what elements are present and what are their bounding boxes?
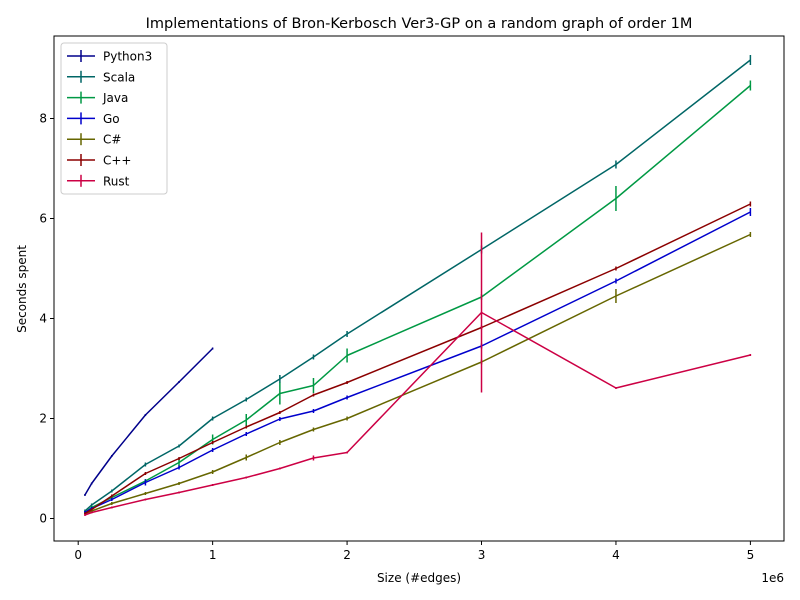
x-tick-label: 2 xyxy=(343,548,351,562)
x-tick-label: 5 xyxy=(747,548,755,562)
y-tick-label: 8 xyxy=(39,112,47,126)
legend-entry-java: Java xyxy=(67,91,128,105)
legend-label: Java xyxy=(102,91,128,105)
legend-label: Go xyxy=(103,112,120,126)
x-axis-label: Size (#edges) xyxy=(377,571,461,585)
series-line-python3 xyxy=(84,347,214,496)
x-tick-label: 0 xyxy=(74,548,82,562)
legend-entry-python3: Python3 xyxy=(67,50,152,64)
legend-label: C# xyxy=(103,133,121,147)
series-line-cplusplus xyxy=(84,203,751,515)
x-tick-label: 1 xyxy=(209,548,217,562)
series-java xyxy=(84,80,752,514)
y-tick-label: 4 xyxy=(39,312,47,326)
plot-area xyxy=(53,35,785,542)
series-rust xyxy=(84,232,752,516)
legend: Python3 Scala Java Go C# C++ Rust xyxy=(60,42,168,195)
x-tick-label: 4 xyxy=(612,548,620,562)
y-axis-label: Seconds spent xyxy=(15,245,29,333)
legend-label: C++ xyxy=(103,154,132,168)
legend-entry-go: Go xyxy=(67,112,120,126)
series-cplusplus xyxy=(84,201,752,515)
series-csharp xyxy=(84,232,752,515)
legend-label: Scala xyxy=(103,70,135,84)
legend-label: Rust xyxy=(103,174,130,188)
legend-entry-rust: Rust xyxy=(67,174,130,188)
legend-entry-csharp: C# xyxy=(67,133,121,147)
x-axis-offset-label: 1e6 xyxy=(761,571,784,585)
series-line-rust xyxy=(84,311,751,516)
series-go xyxy=(84,208,752,514)
series-line-csharp xyxy=(84,233,751,515)
series-line-java xyxy=(84,84,751,514)
x-axis-ticks: 0 1 2 3 4 5 xyxy=(74,541,754,562)
y-tick-label: 0 xyxy=(39,512,47,526)
series-layer xyxy=(84,55,752,516)
legend-box xyxy=(60,42,168,195)
legend-label: Python3 xyxy=(103,50,152,64)
series-line-scala xyxy=(84,59,751,512)
series-line-go xyxy=(84,211,751,514)
y-axis-ticks: 0 2 4 6 8 xyxy=(39,112,54,526)
y-tick-label: 2 xyxy=(39,412,47,426)
series-scala xyxy=(84,55,752,513)
legend-entry-scala: Scala xyxy=(67,70,135,84)
legend-entry-cplusplus: C++ xyxy=(67,154,132,168)
chart-title: Implementations of Bron-Kerbosch Ver3-GP… xyxy=(146,16,693,32)
y-tick-label: 6 xyxy=(39,212,47,226)
axes-frame xyxy=(53,35,785,542)
series-python3 xyxy=(84,347,214,496)
x-tick-label: 3 xyxy=(478,548,486,562)
